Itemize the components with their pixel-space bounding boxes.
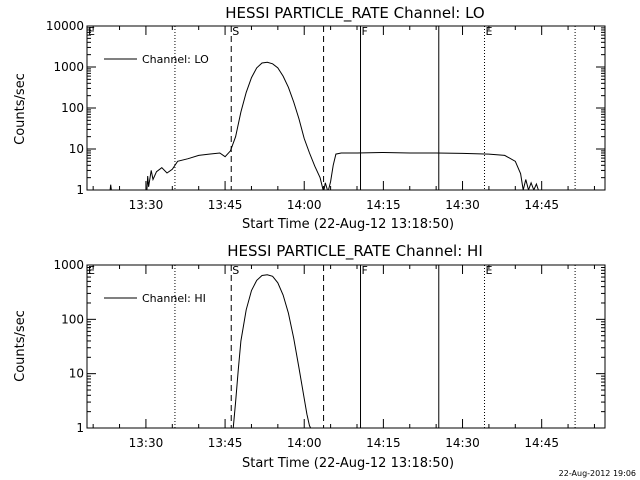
x-tick-label: 13:45 — [208, 198, 243, 212]
x-tick-label: 13:30 — [129, 436, 164, 450]
y-tick-label: 1000 — [53, 258, 84, 272]
event-marker-label: S — [232, 264, 239, 277]
y-tick-label: 10000 — [46, 19, 84, 33]
series-line — [109, 61, 539, 190]
x-tick-label: 14:15 — [366, 436, 401, 450]
hi-channel-plot: HESSI PARTICLE_RATE Channel: HI Counts/s… — [13, 242, 606, 471]
event-marker-label: F — [362, 25, 368, 38]
x-tick-label: 14:15 — [366, 198, 401, 212]
y-tick-label: 100 — [61, 101, 84, 115]
event-markers — [87, 265, 576, 428]
event-marker-label: E — [88, 25, 95, 38]
plot-frame — [86, 25, 606, 191]
x-tick-label: 14:30 — [445, 198, 480, 212]
event-marker-label: E — [486, 264, 493, 277]
y-axis-label: Counts/sec — [13, 310, 28, 382]
y-tick-label: 1 — [76, 421, 84, 435]
chart-title: HESSI PARTICLE_RATE Channel: LO — [225, 4, 484, 23]
event-markers — [87, 26, 576, 190]
y-tick-label: 100 — [61, 312, 84, 326]
y-tick-label: 1000 — [53, 60, 84, 74]
x-tick-label: 14:00 — [287, 198, 322, 212]
x-tick-label: 13:30 — [129, 198, 164, 212]
y-tick-label: 10 — [69, 367, 84, 381]
legend-label: Channel: HI — [142, 292, 206, 305]
x-tick-label: 14:00 — [287, 436, 322, 450]
event-marker-label: F — [362, 264, 368, 277]
y-tick-label: 10 — [69, 142, 84, 156]
x-tick-label: 14:45 — [524, 436, 559, 450]
generation-timestamp: 22-Aug-2012 19:06 — [559, 469, 636, 478]
event-marker-label: S — [232, 25, 239, 38]
x-tick-label: 13:45 — [208, 436, 243, 450]
x-tick-label: 14:30 — [445, 436, 480, 450]
series-line — [232, 274, 312, 428]
event-marker-label: E — [88, 264, 95, 277]
event-marker-label: E — [486, 25, 493, 38]
y-axis-label: Counts/sec — [13, 73, 28, 145]
lo-channel-plot: HESSI PARTICLE_RATE Channel: LO Counts/s… — [13, 4, 606, 232]
chart-title: HESSI PARTICLE_RATE Channel: HI — [227, 242, 483, 261]
x-tick-label: 14:45 — [524, 198, 559, 212]
legend-label: Channel: LO — [142, 53, 209, 66]
y-tick-label: 1 — [76, 183, 84, 197]
plot-frame — [86, 264, 606, 429]
x-axis-label: Start Time (22-Aug-12 13:18:50) — [242, 456, 454, 471]
x-axis-label: Start Time (22-Aug-12 13:18:50) — [242, 217, 454, 232]
